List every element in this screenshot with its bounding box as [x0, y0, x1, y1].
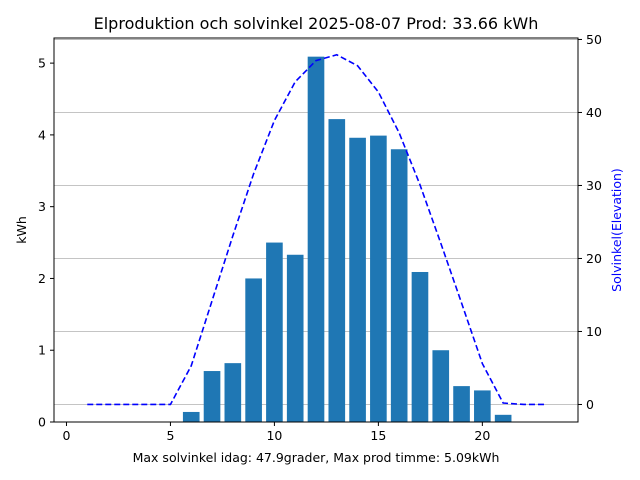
y2-tick-label: 50 — [586, 32, 602, 47]
elevation-line — [87, 53, 545, 406]
y2-tick-label: 20 — [586, 251, 602, 266]
bar — [245, 278, 262, 422]
bar — [182, 411, 200, 422]
y-tick-label: 4 — [38, 127, 46, 142]
x-tick-label: 10 — [266, 428, 282, 443]
plot-frame — [53, 37, 579, 423]
bar — [328, 119, 346, 423]
x-axis-label: Max solvinkel idag: 47.9grader, Max prod… — [133, 450, 500, 465]
right-y-axis-label: Solvinkel(Elevation) — [609, 168, 624, 292]
y-tick-label: 5 — [38, 56, 46, 71]
bar — [224, 363, 242, 422]
y2-tick-label: 30 — [586, 178, 602, 193]
bar — [203, 371, 221, 422]
left-y-axis-label: kWh — [14, 216, 29, 244]
bar — [349, 137, 366, 422]
bar — [494, 414, 512, 422]
x-tick-label: 15 — [370, 428, 386, 443]
bar — [390, 149, 408, 423]
left-y-axis-ticks: 0 1 2 3 4 5 — [38, 56, 54, 430]
bar — [432, 350, 450, 422]
bar — [411, 271, 429, 422]
bar — [286, 254, 304, 422]
y-tick-label: 2 — [38, 271, 46, 286]
x-tick-label: 5 — [166, 428, 174, 443]
y2-tick-label: 10 — [586, 324, 602, 339]
bar-series — [182, 56, 512, 423]
bar — [370, 135, 387, 422]
x-tick-label: 0 — [62, 428, 70, 443]
bar — [474, 390, 491, 422]
y-tick-label: 1 — [38, 343, 46, 358]
y2-tick-label: 0 — [586, 397, 594, 412]
bar — [453, 386, 470, 422]
x-axis-ticks: 0 5 10 15 20 — [62, 422, 490, 443]
chart-title: Elproduktion och solvinkel 2025-08-07 Pr… — [94, 14, 539, 33]
bar — [307, 56, 325, 422]
x-tick-label: 20 — [474, 428, 490, 443]
bar — [266, 242, 283, 422]
y-tick-label: 3 — [38, 199, 46, 214]
y-tick-label: 0 — [38, 415, 46, 430]
elevation-line-series — [87, 53, 545, 406]
y2-tick-label: 40 — [586, 105, 602, 120]
right-y-axis-ticks: 0 10 20 30 40 50 — [578, 32, 602, 412]
